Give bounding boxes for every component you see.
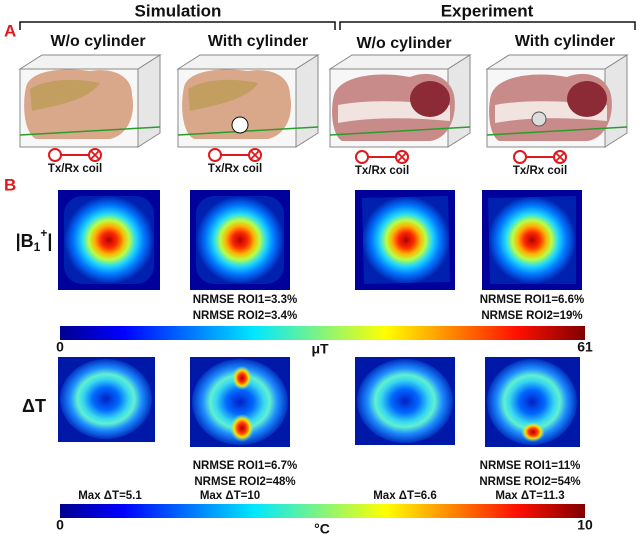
phantom-model-part xyxy=(177,126,319,136)
dt-map-part xyxy=(521,422,545,442)
dt-map xyxy=(58,357,155,442)
colorbar-unit: °C xyxy=(314,521,330,537)
row-label-part: | xyxy=(47,231,52,251)
panel-label: B xyxy=(4,175,16,194)
coil-icon xyxy=(513,150,567,164)
nrmse-label: NRMSE ROI2=54% xyxy=(479,476,580,488)
nrmse-label: NRMSE ROI2=48% xyxy=(194,476,295,488)
phantom-photo-part xyxy=(531,111,547,127)
column-label: W/o cylinder xyxy=(50,33,145,50)
colorbar xyxy=(60,504,585,518)
coil-label: Tx/Rx coil xyxy=(48,163,102,175)
colorbar-max: 61 xyxy=(577,339,593,355)
bracket xyxy=(19,21,336,30)
b1-map-part xyxy=(64,196,154,284)
phantom-model-part xyxy=(19,126,161,136)
nrmse-label: NRMSE ROI1=3.3% xyxy=(193,294,298,306)
dt-map xyxy=(355,357,455,445)
group-title: Simulation xyxy=(135,1,222,20)
column-label: With cylinder xyxy=(208,33,308,50)
column-label: With cylinder xyxy=(515,33,615,50)
nrmse-label: NRMSE ROI2=19% xyxy=(481,310,582,322)
group-title: Experiment xyxy=(441,1,534,20)
phantom-model-part xyxy=(24,69,134,139)
row-label-part: |B xyxy=(16,231,34,251)
coil-icon xyxy=(48,148,102,162)
b1-map-part xyxy=(488,196,576,284)
colorbar-unit: μT xyxy=(311,341,329,357)
b1-map-part xyxy=(362,196,450,284)
b1-map xyxy=(58,190,160,290)
coil-icon xyxy=(208,148,262,162)
row-label: ΔT xyxy=(22,396,46,416)
dt-map-part xyxy=(192,359,288,445)
coil-label: Tx/Rx coil xyxy=(355,165,409,177)
colorbar-max: 10 xyxy=(577,517,593,533)
column-label: W/o cylinder xyxy=(356,35,451,52)
panel-label: A xyxy=(4,21,16,40)
row-label: |B1+| xyxy=(16,226,53,254)
dt-map xyxy=(485,357,580,447)
nrmse-label: NRMSE ROI1=6.6% xyxy=(480,294,585,306)
phantom-photo-part xyxy=(486,126,628,136)
dt-map-part xyxy=(230,414,254,442)
coil-icon xyxy=(355,150,409,164)
phantom-model xyxy=(177,54,319,148)
dt-map-part xyxy=(60,359,152,439)
phantom-photo xyxy=(329,54,471,148)
max-label: Max ΔT=10 xyxy=(200,490,260,502)
dt-map-part xyxy=(357,359,453,443)
coil-label: Tx/Rx coil xyxy=(513,165,567,177)
nrmse-label: NRMSE ROI1=6.7% xyxy=(193,460,298,472)
max-label: Max ΔT=6.6 xyxy=(373,490,437,502)
row-label-sup: + xyxy=(40,226,47,240)
dt-map-part xyxy=(487,359,577,445)
nrmse-label: NRMSE ROI2=3.4% xyxy=(193,310,298,322)
phantom-photo-part xyxy=(329,126,471,136)
b1-map xyxy=(355,190,455,290)
colorbar-min: 0 xyxy=(56,339,64,355)
phantom-photo xyxy=(486,54,628,148)
b1-map xyxy=(482,190,582,290)
row-label-sub: 1 xyxy=(34,240,41,254)
coil-label: Tx/Rx coil xyxy=(208,163,262,175)
bracket xyxy=(339,21,636,30)
colorbar xyxy=(60,326,585,340)
phantom-model xyxy=(19,54,161,148)
b1-map xyxy=(190,190,290,290)
b1-map-part xyxy=(196,196,284,284)
dt-map xyxy=(190,357,290,447)
phantom-model-part xyxy=(231,116,249,134)
max-label: Max ΔT=5.1 xyxy=(78,490,142,502)
colorbar-min: 0 xyxy=(56,517,64,533)
nrmse-label: NRMSE ROI1=11% xyxy=(480,460,581,472)
dt-map-part xyxy=(232,366,252,390)
max-label: Max ΔT=11.3 xyxy=(495,490,564,502)
